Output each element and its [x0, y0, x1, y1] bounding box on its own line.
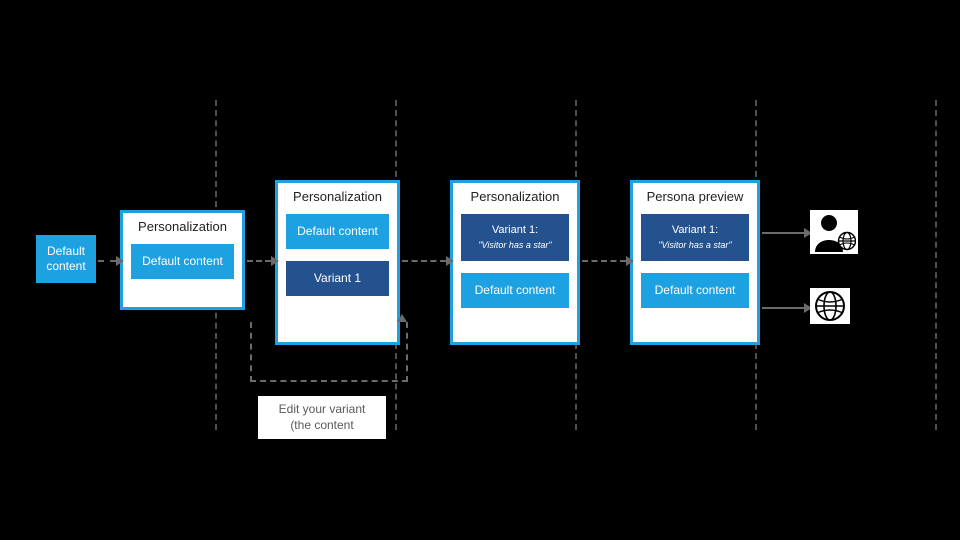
panel-2-card-2-label: Variant 1: [314, 271, 361, 285]
panel-3-header: Personalization: [453, 183, 577, 208]
globe-icon: [810, 288, 850, 324]
panel-4-card-default: Default content: [641, 273, 749, 308]
arrow-step-4: [582, 260, 626, 262]
panel-4-header: Persona preview: [633, 183, 757, 208]
panel-2-card-variant1: Variant 1: [286, 261, 389, 296]
start-label: Default content: [42, 244, 90, 274]
arrow-to-globe: [762, 307, 804, 309]
panel-3-card-default: Default content: [461, 273, 569, 308]
panel-4-card-2-label: Default content: [655, 283, 736, 297]
edit-variant-loop: [250, 322, 408, 382]
panel-1-header: Personalization: [123, 213, 242, 238]
panel-persona-preview: Persona preview Variant 1: "Visitor has …: [630, 180, 760, 345]
panel-3-card-variant1: Variant 1: "Visitor has a star": [461, 214, 569, 261]
caption-line-2: (the content: [290, 418, 353, 432]
caption-line-1: Edit your variant: [279, 402, 366, 416]
arrow-step-3: [402, 260, 446, 262]
arrow-step-2: [247, 260, 271, 262]
panel-personalization-2: Personalization Default content Variant …: [275, 180, 400, 345]
panel-2-card-1-label: Default content: [297, 224, 378, 238]
divider-5: [935, 100, 937, 430]
panel-2-card-default: Default content: [286, 214, 389, 249]
arrow-to-person: [762, 232, 804, 234]
edit-variant-caption: Edit your variant (the content: [258, 396, 386, 439]
person-globe-icon: [810, 210, 858, 254]
arrow-step-1: [98, 260, 116, 262]
panel-4-card-1-label: Variant 1:: [672, 224, 718, 236]
panel-personalization-3: Personalization Variant 1: "Visitor has …: [450, 180, 580, 345]
panel-3-card-2-label: Default content: [475, 283, 556, 297]
panel-4-card-variant1: Variant 1: "Visitor has a star": [641, 214, 749, 261]
panel-3-card-1-sub: "Visitor has a star": [467, 240, 563, 251]
panel-personalization-1: Personalization Default content: [120, 210, 245, 310]
start-default-content: Default content: [36, 235, 96, 283]
panel-1-card-default: Default content: [131, 244, 234, 279]
panel-2-header: Personalization: [278, 183, 397, 208]
panel-4-card-1-sub: "Visitor has a star": [647, 240, 743, 251]
panel-1-card-1-label: Default content: [142, 254, 223, 268]
panel-3-card-1-label: Variant 1:: [492, 224, 538, 236]
